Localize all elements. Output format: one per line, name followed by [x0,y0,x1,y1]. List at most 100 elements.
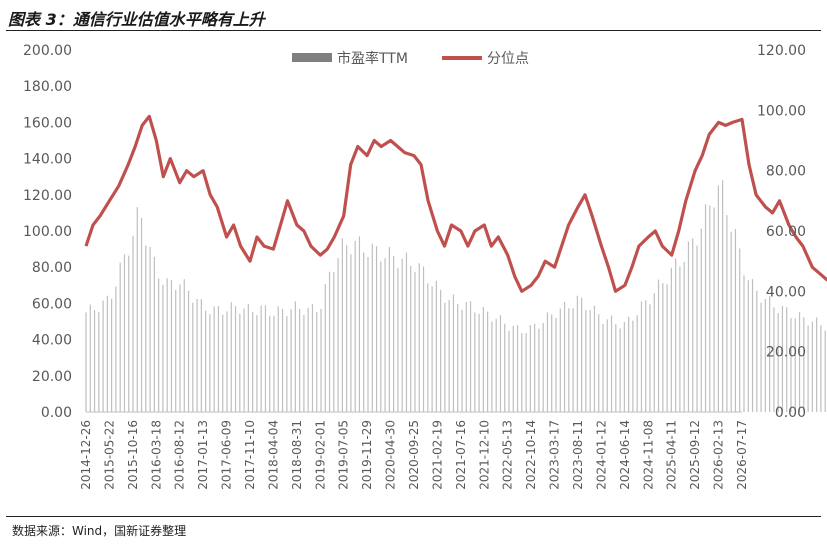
pe-bar [581,297,583,412]
pe-bar [474,312,476,412]
x-ticks: 2014-12-26 2015-05-22 2015-10-16 2016-03-18… [79,420,749,490]
pe-bar [692,238,694,412]
pe-bar [247,304,249,412]
pe-bar [593,305,596,412]
y-right-tick-label: 100.00 [757,103,806,119]
pe-bar [111,298,113,412]
pe-bar [226,311,228,412]
x-tick-label: 2025-04-11 [665,420,679,490]
pe-bar [525,333,527,412]
pe-bar [495,318,497,412]
pe-bar [730,231,732,412]
pe-bar [717,185,719,412]
pe-bar [166,278,168,412]
pe-bar [764,298,766,412]
pe-bar [187,290,190,412]
pe-bar [619,328,621,412]
pe-bar [640,301,643,412]
pe-bar [145,245,147,412]
x-tick-label: 2024-01-12 [594,420,608,490]
pe-bar [811,321,813,412]
pe-bar [546,312,549,412]
x-tick-label: 2018-08-31 [290,420,304,490]
pe-bar [649,304,651,412]
pe-bar [743,275,745,412]
pe-bar [200,299,202,412]
x-tick-label: 2024-11-08 [641,420,655,490]
pe-bar [816,317,818,412]
y-left-tick-label: 40.00 [32,333,72,349]
pe-bar [773,307,775,412]
x-tick-label: 2019-11-29 [360,420,374,490]
pe-bar [388,246,390,412]
pe-bar [687,241,690,412]
pe-bar [328,271,331,412]
x-tick-label: 2021-07-16 [454,420,468,490]
pe-bar [521,333,523,412]
x-tick-label: 2018-04-04 [266,420,280,490]
x-tick-label: 2017-06-09 [220,420,234,490]
pe-bar [128,255,130,412]
pe-bar [675,258,677,412]
pe-bar [457,304,459,412]
y-left-tick-label: 100.00 [23,224,72,240]
pe-bar [316,312,318,412]
pe-bar [422,266,425,412]
pe-bar [709,205,711,412]
pe-bar [559,308,561,412]
pe-bar [358,236,361,412]
pe-bar [286,316,288,412]
pe-bar [666,284,668,412]
y-right-ticks: 0.00 20.00 40.00 60.00 80.00 100.00 120.00 [757,43,806,421]
pe-bar [615,323,617,412]
y-left-tick-label: 80.00 [32,260,72,276]
percentile-line-series [84,114,827,293]
footer-divider [6,516,821,517]
pe-bar [734,229,737,412]
pe-bar [269,315,271,412]
y-left-tick-label: 60.00 [32,296,72,312]
pe-bar [264,305,267,412]
pe-bar [346,245,348,412]
pe-bar [636,315,638,412]
pe-bar [205,310,207,412]
x-tick-label: 2017-01-13 [196,420,210,490]
pe-bar [256,315,258,412]
pe-bar [444,302,446,412]
pe-bar [354,240,356,412]
pe-bar [551,314,553,412]
pe-bar [183,279,185,412]
y-left-tick-label: 200.00 [23,43,72,59]
pe-bar [350,254,352,412]
pe-bar [363,252,365,412]
pe-bar [469,301,472,412]
pe-bar [751,279,754,412]
pe-bar [491,321,493,412]
pe-bar [704,204,707,412]
pe-bar [700,228,702,412]
data-source: 数据来源：Wind，国新证券整理 [12,524,187,538]
pe-bar [294,301,296,412]
x-tick-label: 2017-11-10 [243,420,257,490]
pe-bar [504,323,506,412]
pe-bar [670,267,672,412]
pe-bar [448,299,450,412]
pe-bar [760,302,762,412]
pe-bar [653,293,655,412]
pe-bar [572,308,574,412]
x-tick-label: 2019-07-05 [337,420,351,490]
pe-bar [726,215,728,412]
pe-bar [371,243,373,412]
pe-bar [115,286,117,412]
pe-bar [576,295,578,412]
pe-bar [794,318,796,412]
pe-bar [98,312,100,412]
pe-bar [149,246,151,412]
pe-bar [290,309,292,412]
pe-bar [93,310,96,412]
pe-bar [179,284,181,412]
x-tick-label: 2022-05-13 [501,420,515,490]
pe-bar [320,308,322,412]
x-tick-label: 2016-08-12 [173,420,187,490]
pe-bar [756,290,758,412]
